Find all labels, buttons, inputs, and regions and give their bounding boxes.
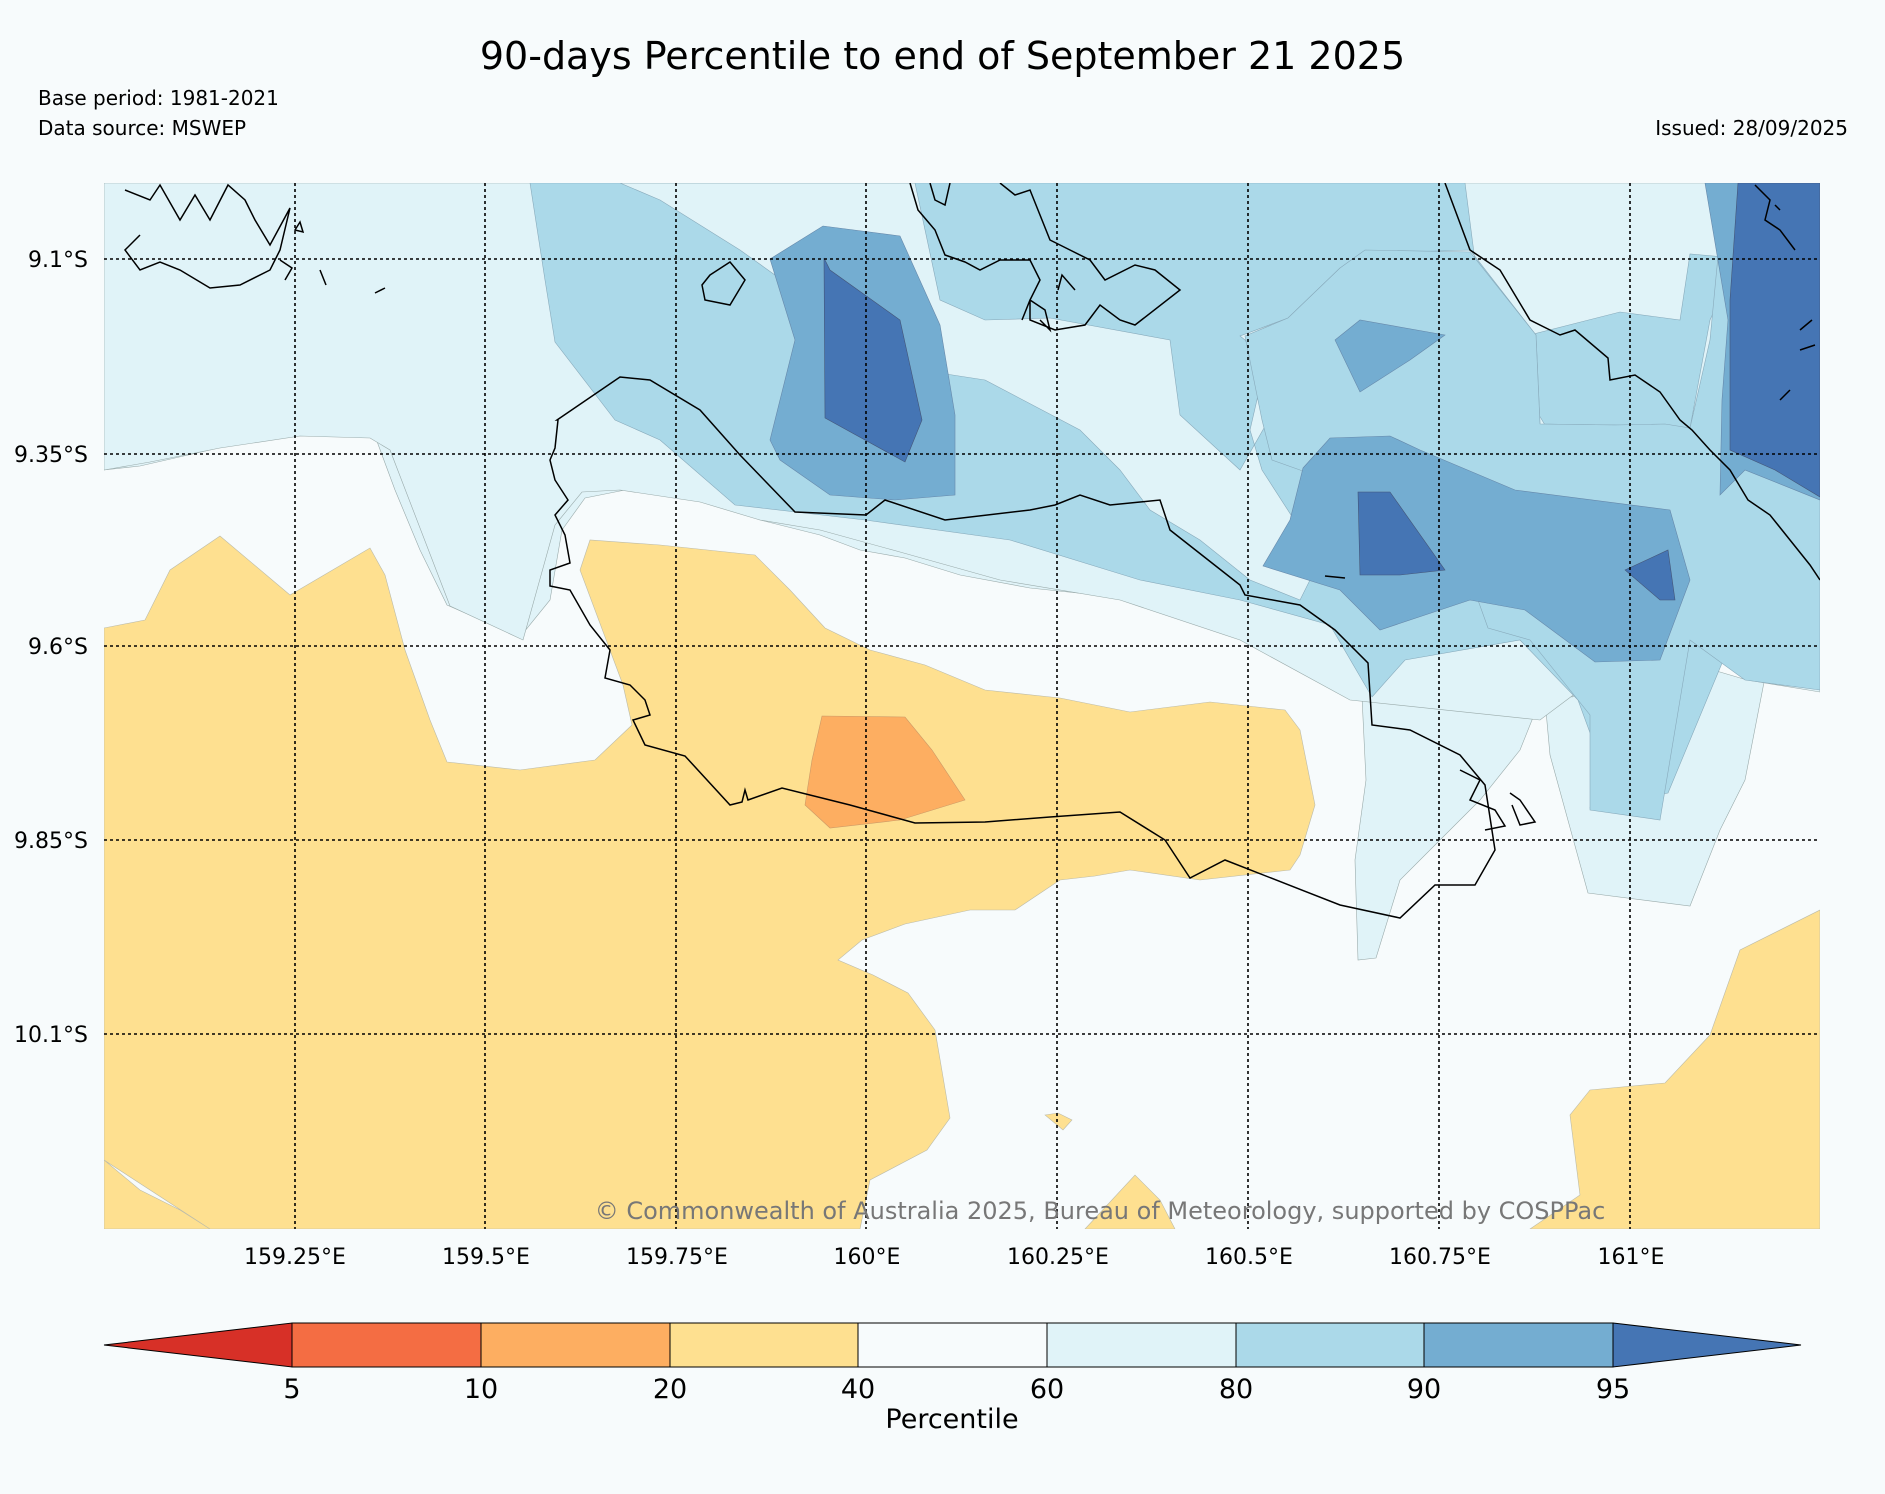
- issued-date: Issued: 28/09/2025: [1655, 116, 1848, 140]
- lon-label: 160.5°E: [1205, 1245, 1293, 1270]
- lon-label: 161°E: [1598, 1245, 1665, 1270]
- colorbar-segment: [480, 1322, 671, 1368]
- lat-label: 9.1°S: [28, 248, 88, 273]
- coastline-russell-islands: [124, 183, 746, 306]
- colorbar-extend-low: [103, 1322, 293, 1368]
- colorbar-segment: [1423, 1322, 1614, 1368]
- coastline-ngella-fragments: [929, 183, 1537, 831]
- lat-label: 9.35°S: [14, 443, 88, 468]
- lon-label: 159.75°E: [626, 1245, 728, 1270]
- lat-label: 9.85°S: [14, 829, 88, 854]
- colorbar-title: Percentile: [885, 1404, 1018, 1435]
- contour-10-20: [804, 715, 966, 829]
- latitude-labels: 9.1°S 9.35°S 9.6°S 9.85°S 10.1°S: [14, 248, 88, 1048]
- colorbar: 5 10 20 40 60 80 90 95 Percentile: [103, 1322, 1802, 1435]
- lon-label: 160.25°E: [1007, 1245, 1109, 1270]
- coastline-small-islet: [1324, 575, 1346, 579]
- colorbar-segment: [857, 1322, 1048, 1368]
- colorbar-segment: [291, 1322, 482, 1368]
- colorbar-tick: 20: [653, 1374, 687, 1405]
- data-source: Data source: MSWEP: [38, 116, 247, 140]
- colorbar-extend-high: [1612, 1322, 1802, 1368]
- contour-95-plus: [823, 183, 1820, 601]
- lat-label: 10.1°S: [14, 1023, 88, 1048]
- map-title: 90-days Percentile to end of September 2…: [479, 34, 1406, 78]
- colorbar-tick: 80: [1219, 1374, 1253, 1405]
- base-period: Base period: 1981-2021: [38, 86, 279, 110]
- coastline-guadalcanal: [549, 376, 1496, 919]
- colorbar-tick: 90: [1407, 1374, 1441, 1405]
- lon-label: 160.75°E: [1389, 1245, 1491, 1270]
- lon-label: 160°E: [834, 1245, 901, 1270]
- colorbar-tick: 60: [1030, 1374, 1064, 1405]
- map-area: © Commonwealth of Australia 2025, Bureau…: [104, 183, 1820, 1229]
- colorbar-tick: 40: [841, 1374, 875, 1405]
- colorbar-tick: 5: [283, 1374, 300, 1405]
- colorbar-segment: [1046, 1322, 1237, 1368]
- colorbar-segment: [669, 1322, 859, 1368]
- longitude-labels: 159.25°E 159.5°E 159.75°E 160°E 160.25°E…: [244, 1245, 1664, 1270]
- contour-20-40: [104, 535, 1820, 1229]
- graticule: [104, 183, 1820, 1229]
- colorbar-tick: 95: [1596, 1374, 1630, 1405]
- coastlines: [124, 183, 1820, 919]
- coastline-malaita: [1444, 183, 1820, 581]
- lon-label: 159.5°E: [442, 1245, 530, 1270]
- colorbar-segment: [1235, 1322, 1425, 1368]
- lat-label: 9.6°S: [28, 635, 88, 660]
- contour-90-95: [769, 183, 1820, 663]
- coastline-florida-islands: [909, 183, 1182, 333]
- copyright-notice: © Commonwealth of Australia 2025, Bureau…: [595, 1197, 1606, 1225]
- lon-label: 159.25°E: [244, 1245, 346, 1270]
- colorbar-tick: 10: [464, 1374, 498, 1405]
